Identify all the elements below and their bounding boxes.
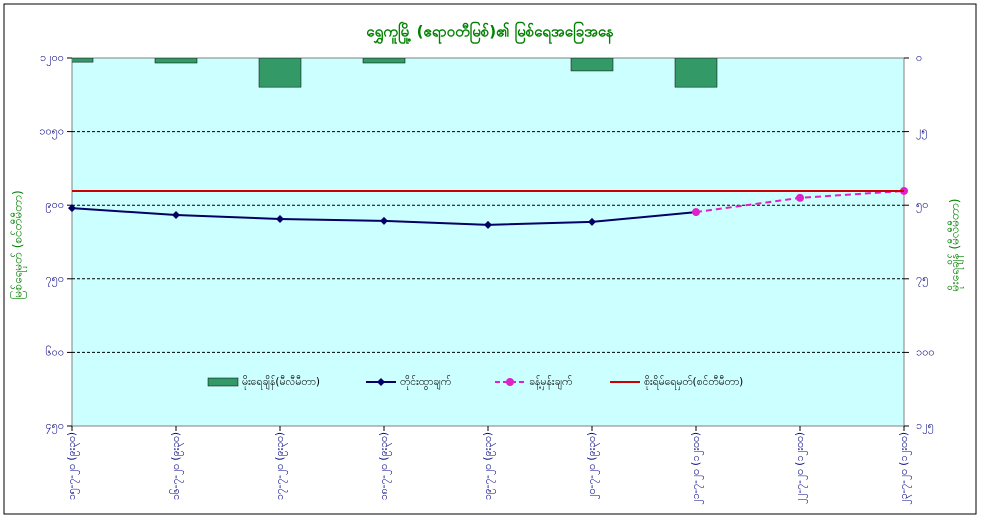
y-tick-label: ၄၅၀ (45, 419, 64, 434)
marker (796, 193, 804, 202)
x-tick-label: ၂၁-၇-၂၀ (၁၂း၀၀) (690, 432, 704, 505)
bar (362, 58, 406, 64)
y-tick-label: ၇၅၀ (45, 272, 64, 287)
y2-tick-label: ၅၀ (916, 198, 928, 213)
y2-tick-label: ၁၀၀ (916, 345, 935, 358)
x-tick-label: ၂၃-၇-၂၀ (၁၂း၀၀) (898, 432, 912, 505)
x-tick-label: ၁၉-၇-၂၀ (၉း၃၀) (482, 432, 496, 500)
marker (68, 204, 76, 213)
y2-tick-label: ၀ (916, 51, 922, 64)
legend-swatch (207, 377, 239, 387)
y2-tick-label: ၇၅ (916, 272, 928, 287)
plot-clip (72, 58, 718, 88)
bar (258, 58, 302, 88)
bar (570, 58, 614, 72)
bar (674, 58, 718, 88)
y2-axis-title: မိုးရေချိန် (မီလီမီတာ) (947, 199, 965, 292)
legend-marker (377, 378, 385, 386)
bar (72, 58, 94, 63)
x-tick-label: ၁၆-၇-၂၀ (၉း၃၀) (169, 432, 184, 500)
y-tick-label: ၁၂၀၀ (40, 51, 64, 66)
y-tick-label: ၁၀၅၀ (39, 125, 64, 140)
legend-label: မိုးရေချိန်(မီလီမီတာ) (242, 375, 320, 390)
x-tick-label: ၁၈-၇-၂၀ (၉း၃၀) (378, 432, 392, 500)
y2-tick-label: ၂၅ (916, 125, 928, 140)
marker (276, 214, 284, 223)
legend-label: ခန့်မှန်းချက် (529, 375, 572, 390)
x-tick-label: ၂၀-၇-၂၀ (၉း၃၀) (586, 432, 600, 500)
marker (588, 217, 596, 226)
marker (692, 208, 700, 217)
marker (172, 211, 180, 220)
marker (484, 220, 492, 229)
y-tick-label: ၉၀၀ (45, 198, 64, 213)
y-axis-title: မြစ်ရေမှတ် (စင်တီမီတာ) (9, 190, 28, 299)
y2-tick-label: ၁၂၅ (916, 419, 934, 434)
x-tick-label: ၂၂-၇-၂၀ (၁၂း၀၀) (794, 432, 808, 504)
legend-marker (506, 378, 514, 386)
y-tick-label: ၆၀၀ (45, 345, 64, 358)
marker (380, 216, 388, 225)
legend-label: စိုးရိမ်ရေမှတ်(စင်တီမီတာ) (644, 375, 743, 390)
plot-area (71, 57, 905, 427)
x-tick-label: ၁၅-၇-၂၀ (၉း၃၀) (66, 432, 80, 500)
x-tick-label: ၁၇-၇-၂၀ (၉း၃၀) (274, 432, 288, 500)
bar (154, 58, 198, 64)
legend-label: တိုင်းထွာချက် (400, 375, 451, 390)
